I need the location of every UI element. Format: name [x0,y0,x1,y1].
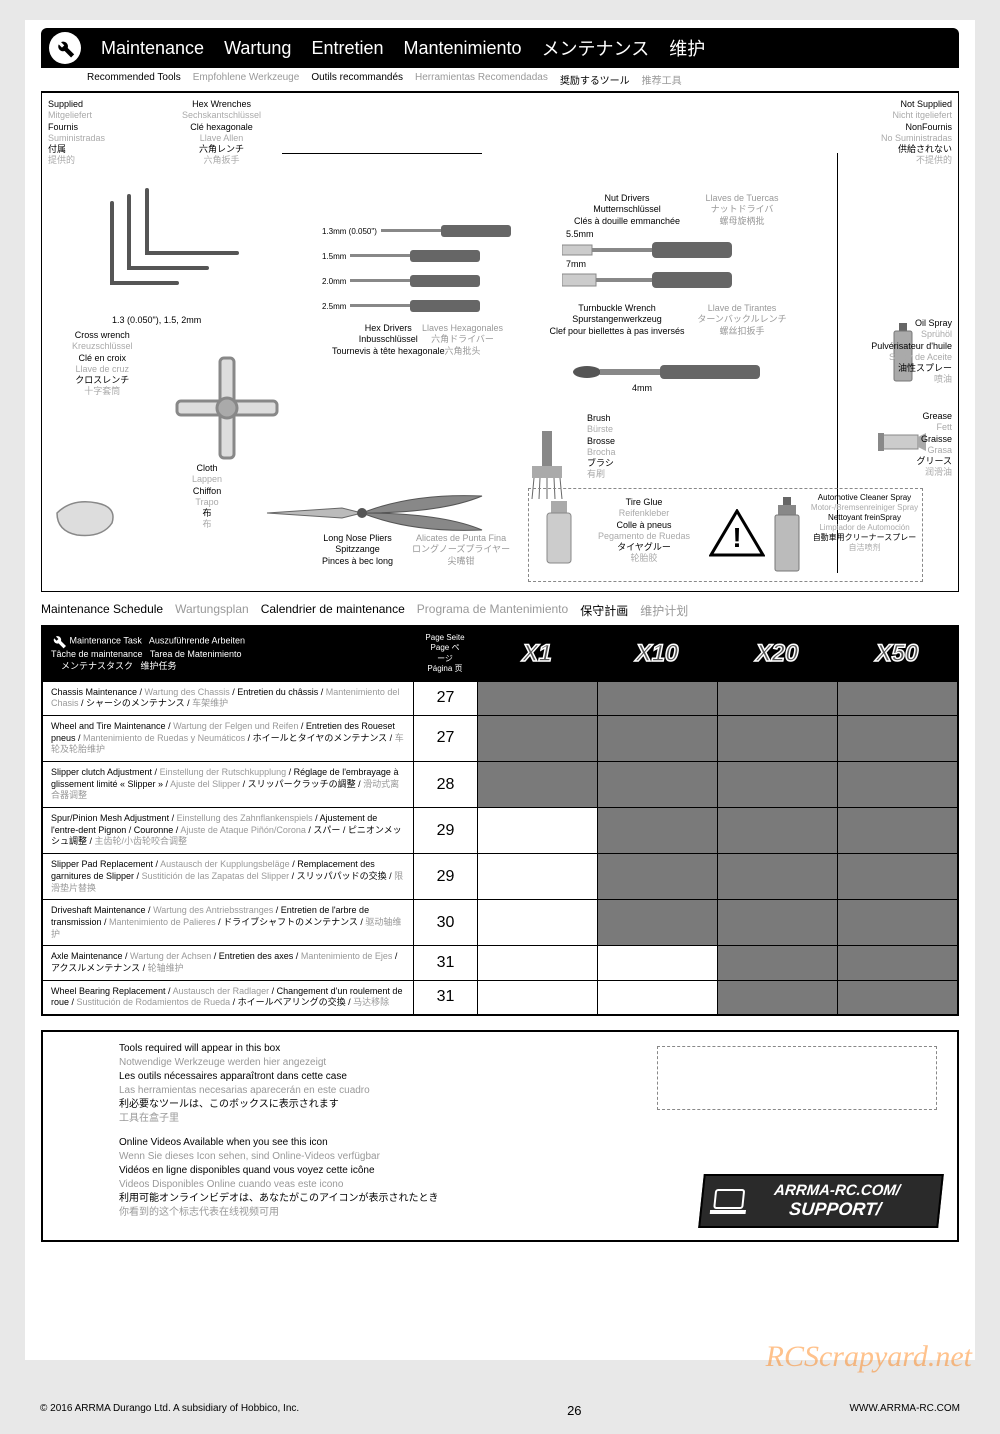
xcol-1: X10 [597,627,717,681]
hex-driver-4: 2.5mm [322,298,500,314]
header-t4: メンテナンス [542,35,650,61]
th5: 维护任务 [141,661,177,671]
support-0: ARRMA-RC.COM/ [773,1182,901,1199]
table-row: Slipper clutch Adjustment / Einstellung … [43,761,957,807]
hex-driver-1: 1.3mm (0.050") [322,223,531,239]
subheader: Recommended ToolsEmpfohlene WerkzeugeOut… [41,68,959,92]
schedule-header: Maintenance Task Auszuführende Arbeiten … [43,627,957,681]
th3: Tarea de Matenimiento [150,649,242,659]
nut-driver-2: 7mm [562,271,742,291]
glue-label: Tire GlueReifenkleberColle à pneusPegame… [589,497,699,565]
info-box: Tools required will appear in this boxNo… [41,1030,959,1242]
th0: Maintenance Task [70,635,142,645]
driver-size-1: 1.5mm [322,252,346,261]
th1: Auszuführende Arbeiten [149,635,245,645]
nut-drivers-label: Nut DriversMutternschlüsselClés à douill… [562,193,692,227]
ph0: Page Seite [425,633,464,642]
brush-label: BrushBürsteBrosseBrochaブラシ有刷 [587,413,616,481]
header-t3: Mantenimiento [403,38,521,59]
svg-text:!: ! [732,522,741,553]
turnbuckle-label2: Llave de Tirantesターンバックルレンチ螺丝扣扳手 [682,303,802,337]
notsupplied-label: Not SuppliedNicht itgeliefertNonFournisN… [881,99,952,167]
table-row: Wheel and Tire Maintenance / Wartung der… [43,715,957,761]
page-number: 26 [567,1403,581,1418]
page-header: Page Seite Page ペ ージ Página 页 [413,627,477,681]
nut-drivers-label2: Llaves de Tuercasナットドライバ螺母旋柄批 [682,193,802,227]
divider [282,153,482,154]
support-badge: ARRMA-RC.COM/ SUPPORT/ [698,1174,944,1228]
xcol-0: X1 [477,627,597,681]
watermark: RCScrapyard.net [766,1340,972,1374]
task-header: Maintenance Task Auszuführende Arbeiten … [43,627,413,681]
grease-label: GreaseFettGraisseGrasaグリース润滑油 [852,411,952,479]
hex-driver-2: 1.5mm [322,248,500,264]
th2: Tâche de maintenance [51,649,143,659]
cleaner-spray-icon [773,497,803,575]
tools-diagram: SuppliedMitgeliefertFournisSuministradas… [41,92,959,592]
cleaner-label: Automotive Cleaner SprayMotor-/Bremsenre… [807,493,922,553]
th4: メンテナスタスク [61,661,133,671]
hex-wrenches-label: Hex WrenchesSechskantschlüsselClé hexago… [182,99,261,167]
driver-size-0: 1.3mm (0.050") [322,227,377,236]
caution-box: Tire GlueReifenkleberColle à pneusPegame… [528,488,923,582]
supplied-label: SuppliedMitgeliefertFournisSuministradas… [48,99,105,167]
cloth-icon [52,493,122,543]
cloth-label: ClothLappenChiffonTrapo布布 [192,463,222,531]
table-row: Axle Maintenance / Wartung der Achsen / … [43,945,957,979]
nut-size-0: 5.5mm [566,229,594,239]
page-footer: © 2016 ARRMA Durango Ltd. A subsidiary o… [40,1403,960,1418]
turnbuckle-icon [572,363,772,381]
footer-url: WWW.ARRMA-RC.COM [849,1403,960,1418]
header-t5: 维护 [669,35,705,61]
wrench-icon-small [51,633,67,649]
warning-icon: ! [709,509,765,559]
pliers-label: Long Nose PliersSpitzzangePinces à bec l… [322,533,393,567]
table-row: Spur/Pinion Mesh Adjustment / Einstellun… [43,807,957,853]
schedule-title: Maintenance ScheduleWartungsplanCalendri… [41,602,959,619]
driver-size-2: 2.0mm [322,277,346,286]
xcol-2: X20 [717,627,837,681]
laptop-icon [709,1188,748,1216]
cross-wrench-icon [172,353,282,463]
hex-sizes: 1.3 (0.050"), 1.5, 2mm [112,315,201,326]
section-header: Maintenance Wartung Entretien Mantenimie… [41,28,959,68]
header-t1: Wartung [224,38,291,59]
cross-wrench-label: Cross wrenchKreuzschlüsselClé en croixLl… [72,330,133,398]
driver-size-3: 2.5mm [322,302,346,311]
oil-label: Oil SpraySprühölPulvérisateur d'huileSpr… [842,318,952,386]
schedule-table: Maintenance Task Auszuführende Arbeiten … [41,625,959,1016]
copyright: © 2016 ARRMA Durango Ltd. A subsidiary o… [40,1403,299,1418]
ph3: Página 页 [427,664,462,673]
turnbuckle-label: Turnbuckle WrenchSpurstangenwerkzeugClef… [542,303,692,337]
table-row: Chassis Maintenance / Wartung des Chassi… [43,681,957,715]
tools-placeholder-box [657,1046,937,1110]
hex-keys-icon [97,188,257,308]
table-row: Slipper Pad Replacement / Austausch der … [43,853,957,899]
table-row: Wheel Bearing Replacement / Austausch de… [43,980,957,1014]
hex-driver-3: 2.0mm [322,273,500,289]
nut-driver-1: 5.5mm [562,241,742,261]
nut-size-1: 7mm [566,259,586,269]
header-t0: Maintenance [101,38,204,59]
glue-icon [539,501,579,571]
wrench-icon [49,32,81,64]
hex-drivers-label2: Llaves Hexagonales六角ドライバー六角批头 [422,323,503,357]
ph2: ージ [437,654,453,663]
table-row: Driveshaft Maintenance / Wartung des Ant… [43,899,957,945]
support-1: SUPPORT/ [788,1199,882,1219]
ph1: Page ペ [431,643,460,652]
header-t2: Entretien [311,38,383,59]
pliers-label2: Alicates de Punta Finaロングノーズプライヤー尖嘴钳 [412,533,510,567]
turnbuckle-size: 4mm [632,383,652,394]
xcol-3: X50 [837,627,957,681]
